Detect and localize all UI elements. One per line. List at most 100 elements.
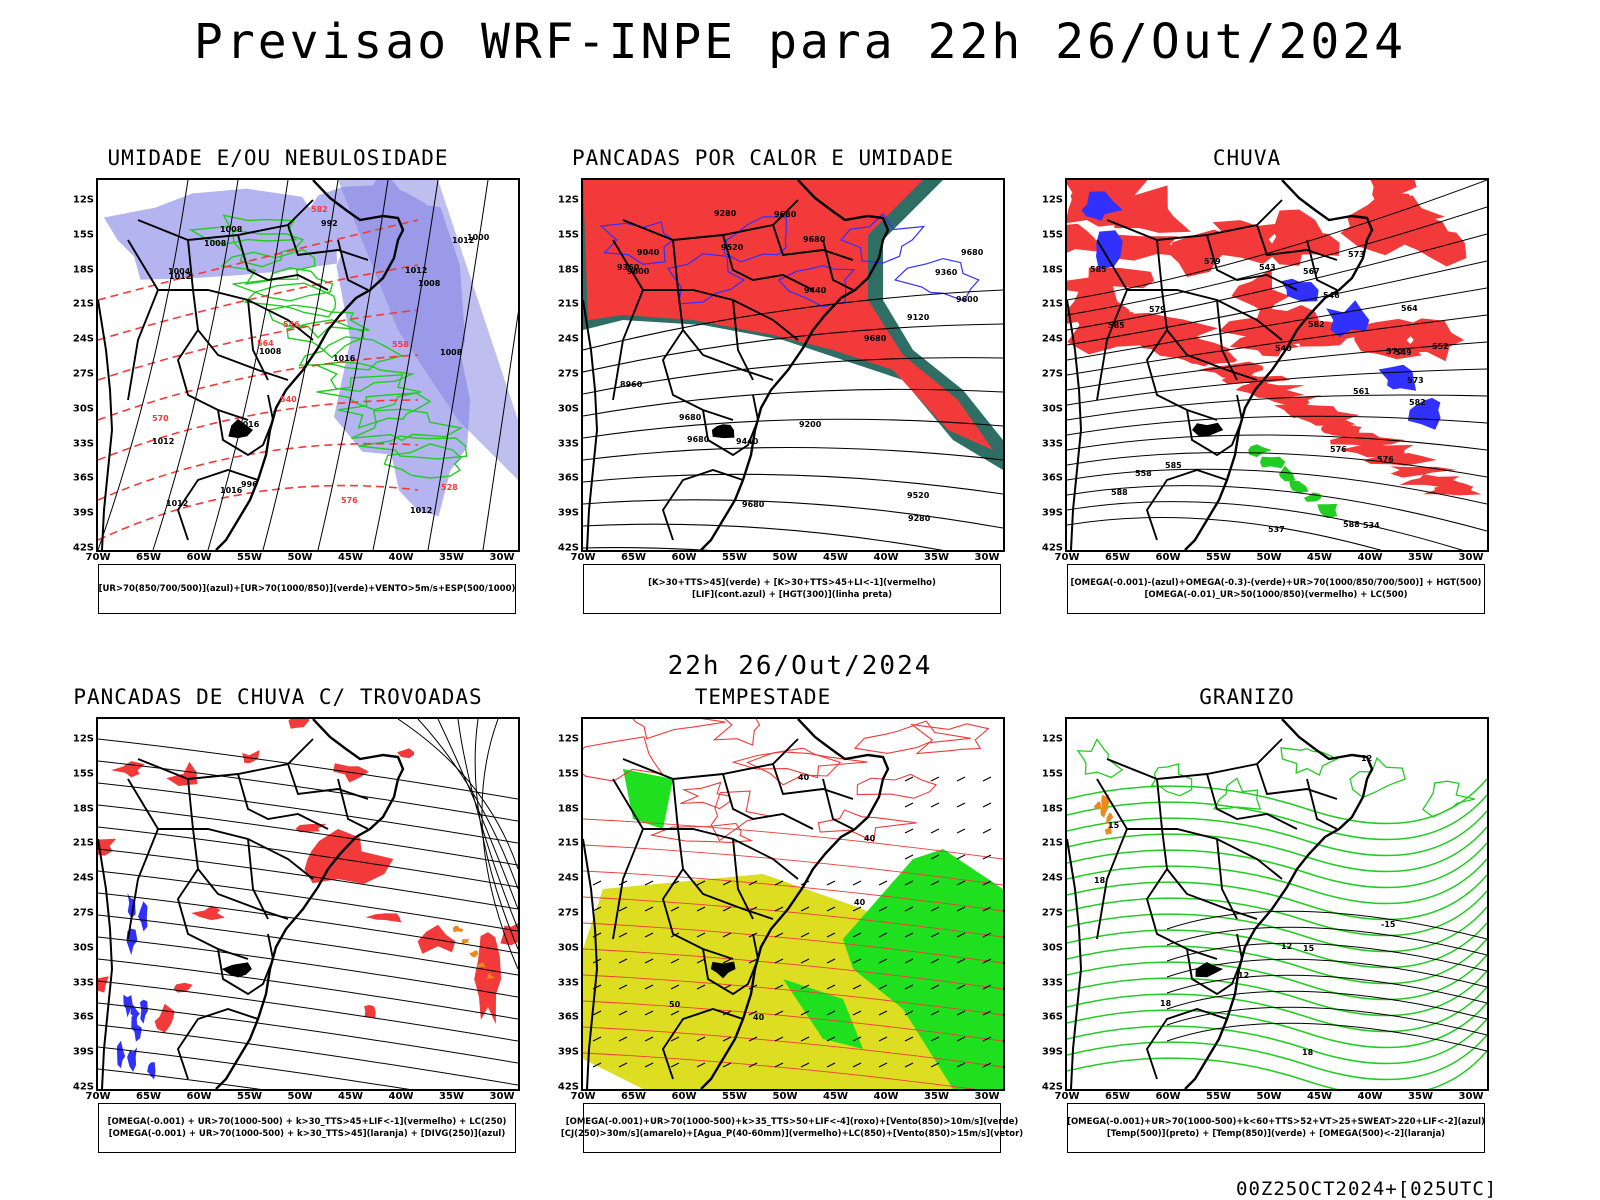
contour-label: 582 — [311, 205, 328, 214]
political-border — [1106, 738, 1283, 780]
streamline-850 — [583, 948, 1003, 990]
latitude-tick-label: 24S — [1041, 872, 1063, 884]
temp-850-contour — [1422, 780, 1475, 818]
contour-label: 585 — [1108, 321, 1125, 330]
contour-label: 588 — [1111, 488, 1128, 497]
longitude-axis: 70W 65W 60W 55W 50W 45W 40W 35W 30W — [86, 1091, 520, 1105]
political-border — [1206, 773, 1298, 830]
map-canvas: 9680 9680 9680 9680 9680 9680 9680 9600 9600 9520… — [583, 180, 1003, 550]
thickness-contour — [98, 484, 419, 541]
wind-vector — [670, 958, 680, 964]
rain-area — [1067, 223, 1102, 253]
political-border — [1145, 1007, 1228, 1080]
map-fields — [98, 180, 518, 550]
wind-vector — [644, 880, 654, 886]
contour-label: 9440 — [804, 286, 827, 295]
humidity-contour — [298, 336, 404, 371]
longitude-axis: 70W 65W 60W 55W 50W 45W 40W 35W 30W — [571, 1091, 1005, 1105]
wind-vector — [774, 1036, 784, 1042]
omega-500-area — [1106, 812, 1114, 824]
contour-label: 9440 — [736, 437, 759, 446]
orange-area — [461, 938, 470, 944]
omega-500-area — [1104, 820, 1112, 836]
political-border — [1206, 234, 1298, 291]
jet-stream-area — [583, 874, 1003, 1089]
latitude-tick-label: 36S — [72, 472, 94, 484]
wind-vector — [956, 828, 966, 834]
wind-vector — [748, 880, 758, 886]
longitude-tick-label: 65W — [1105, 1091, 1130, 1102]
wind-vector — [618, 1036, 628, 1042]
political-border — [661, 1007, 744, 1080]
political-border — [1306, 239, 1338, 291]
thickness-contour — [98, 309, 419, 381]
longitude-tick-label: 60W — [186, 1091, 212, 1102]
contour-label: 9680 — [679, 413, 702, 422]
temp-850-contour — [1067, 842, 1487, 889]
lifted-index-contour — [723, 216, 787, 263]
longitude-tick-label: 60W — [1155, 1091, 1181, 1102]
longitude-tick-label: 45W — [823, 1091, 848, 1102]
thickness-contour — [98, 399, 419, 461]
streamline-850 — [583, 818, 1003, 860]
wind-vector — [852, 984, 862, 990]
political-border — [176, 868, 249, 960]
wind-vector — [774, 1010, 784, 1016]
humidity-contour — [188, 214, 298, 246]
wind-vector — [956, 1062, 966, 1068]
geopotential-contour — [1067, 233, 1487, 331]
rain-area — [1347, 192, 1445, 249]
map-canvas: 12 18 15 -15 18 15 12 12 18 — [1067, 719, 1487, 1089]
political-border — [176, 468, 259, 541]
rain-area — [1370, 180, 1417, 208]
latitude-tick-label: 21S — [1041, 298, 1063, 310]
contour-label: 9520 — [721, 243, 744, 252]
political-border — [217, 394, 274, 457]
wind-vector — [878, 958, 888, 964]
orange-area — [477, 962, 486, 968]
longitude-tick-label: 70W — [1054, 1091, 1080, 1102]
wind-vector — [774, 984, 784, 990]
divergence-area — [116, 1040, 126, 1069]
panel-title: PANCADAS POR CALOR E UMIDADE — [571, 146, 954, 170]
political-border — [1145, 329, 1218, 421]
geopotential-contour — [1067, 260, 1487, 346]
wind-vector — [930, 854, 940, 860]
map-canvas: 50 40 40 40 40 — [583, 719, 1003, 1089]
thunder-area — [98, 976, 109, 993]
thickness-contour — [98, 219, 419, 301]
wind-vector — [930, 828, 940, 834]
longitude-tick-label: 40W — [1357, 552, 1383, 563]
omega-500-area — [1093, 801, 1102, 810]
wind-vector — [852, 932, 862, 938]
longitude-tick-label: 55W — [1206, 1091, 1231, 1102]
latitude-tick-label: 27S — [1041, 368, 1063, 380]
political-border — [702, 933, 759, 996]
wind-vector — [904, 932, 914, 938]
latitude-tick-label: 12S — [1041, 733, 1063, 745]
map-canvas: 1008 1008 1008 1012 1012 1012 1016 1016 1016 1012… — [98, 180, 518, 550]
wind-vector — [722, 958, 732, 964]
latitude-axis: 12S 15S 18S 21S 24S 27S 30S 33S 36S 39S 42S — [1033, 717, 1063, 1093]
temp-500-contour — [1166, 990, 1487, 1020]
isobar — [317, 180, 389, 550]
wind-vector — [956, 854, 966, 860]
streamline-850 — [583, 870, 1003, 912]
isobar — [152, 180, 239, 550]
streamline — [98, 1068, 262, 1089]
strong-omega-area — [1260, 456, 1286, 469]
lifted-index-contour — [777, 265, 856, 308]
latitude-tick-label: 12S — [1041, 194, 1063, 206]
longitude-tick-label: 35W — [1408, 552, 1433, 563]
wind-vector — [982, 828, 992, 834]
streamline-850 — [583, 1052, 977, 1089]
latitude-tick-label: 12S — [557, 194, 579, 206]
geopotential-contour — [1067, 415, 1487, 436]
legend-line: [OMEGA(-0.001)+UR>70(1000-500)+k<60+TTS>… — [1067, 1117, 1485, 1127]
longitude-tick-label: 45W — [1307, 1091, 1332, 1102]
wind-vector — [748, 958, 758, 964]
temp-850-contour — [1067, 938, 1487, 985]
latitude-tick-label: 18S — [557, 264, 579, 276]
latitude-tick-label: 27S — [72, 907, 94, 919]
contour-label: 9360 — [617, 263, 640, 272]
